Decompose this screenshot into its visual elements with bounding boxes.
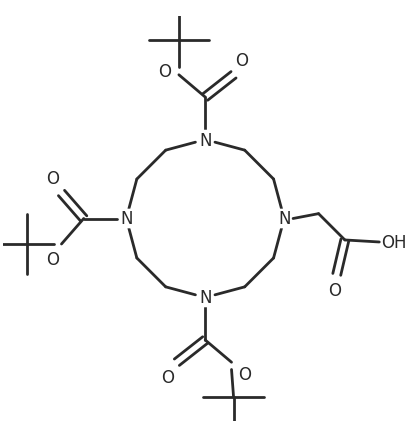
Text: O: O <box>236 52 249 70</box>
Text: O: O <box>46 170 59 188</box>
Text: N: N <box>199 289 212 307</box>
Text: O: O <box>328 282 341 300</box>
Text: O: O <box>46 251 59 269</box>
Text: O: O <box>161 368 174 386</box>
Text: OH: OH <box>381 233 407 251</box>
Text: O: O <box>159 63 171 81</box>
Text: O: O <box>238 366 251 384</box>
Text: N: N <box>199 131 212 149</box>
Text: N: N <box>278 210 290 228</box>
Text: N: N <box>120 210 132 228</box>
